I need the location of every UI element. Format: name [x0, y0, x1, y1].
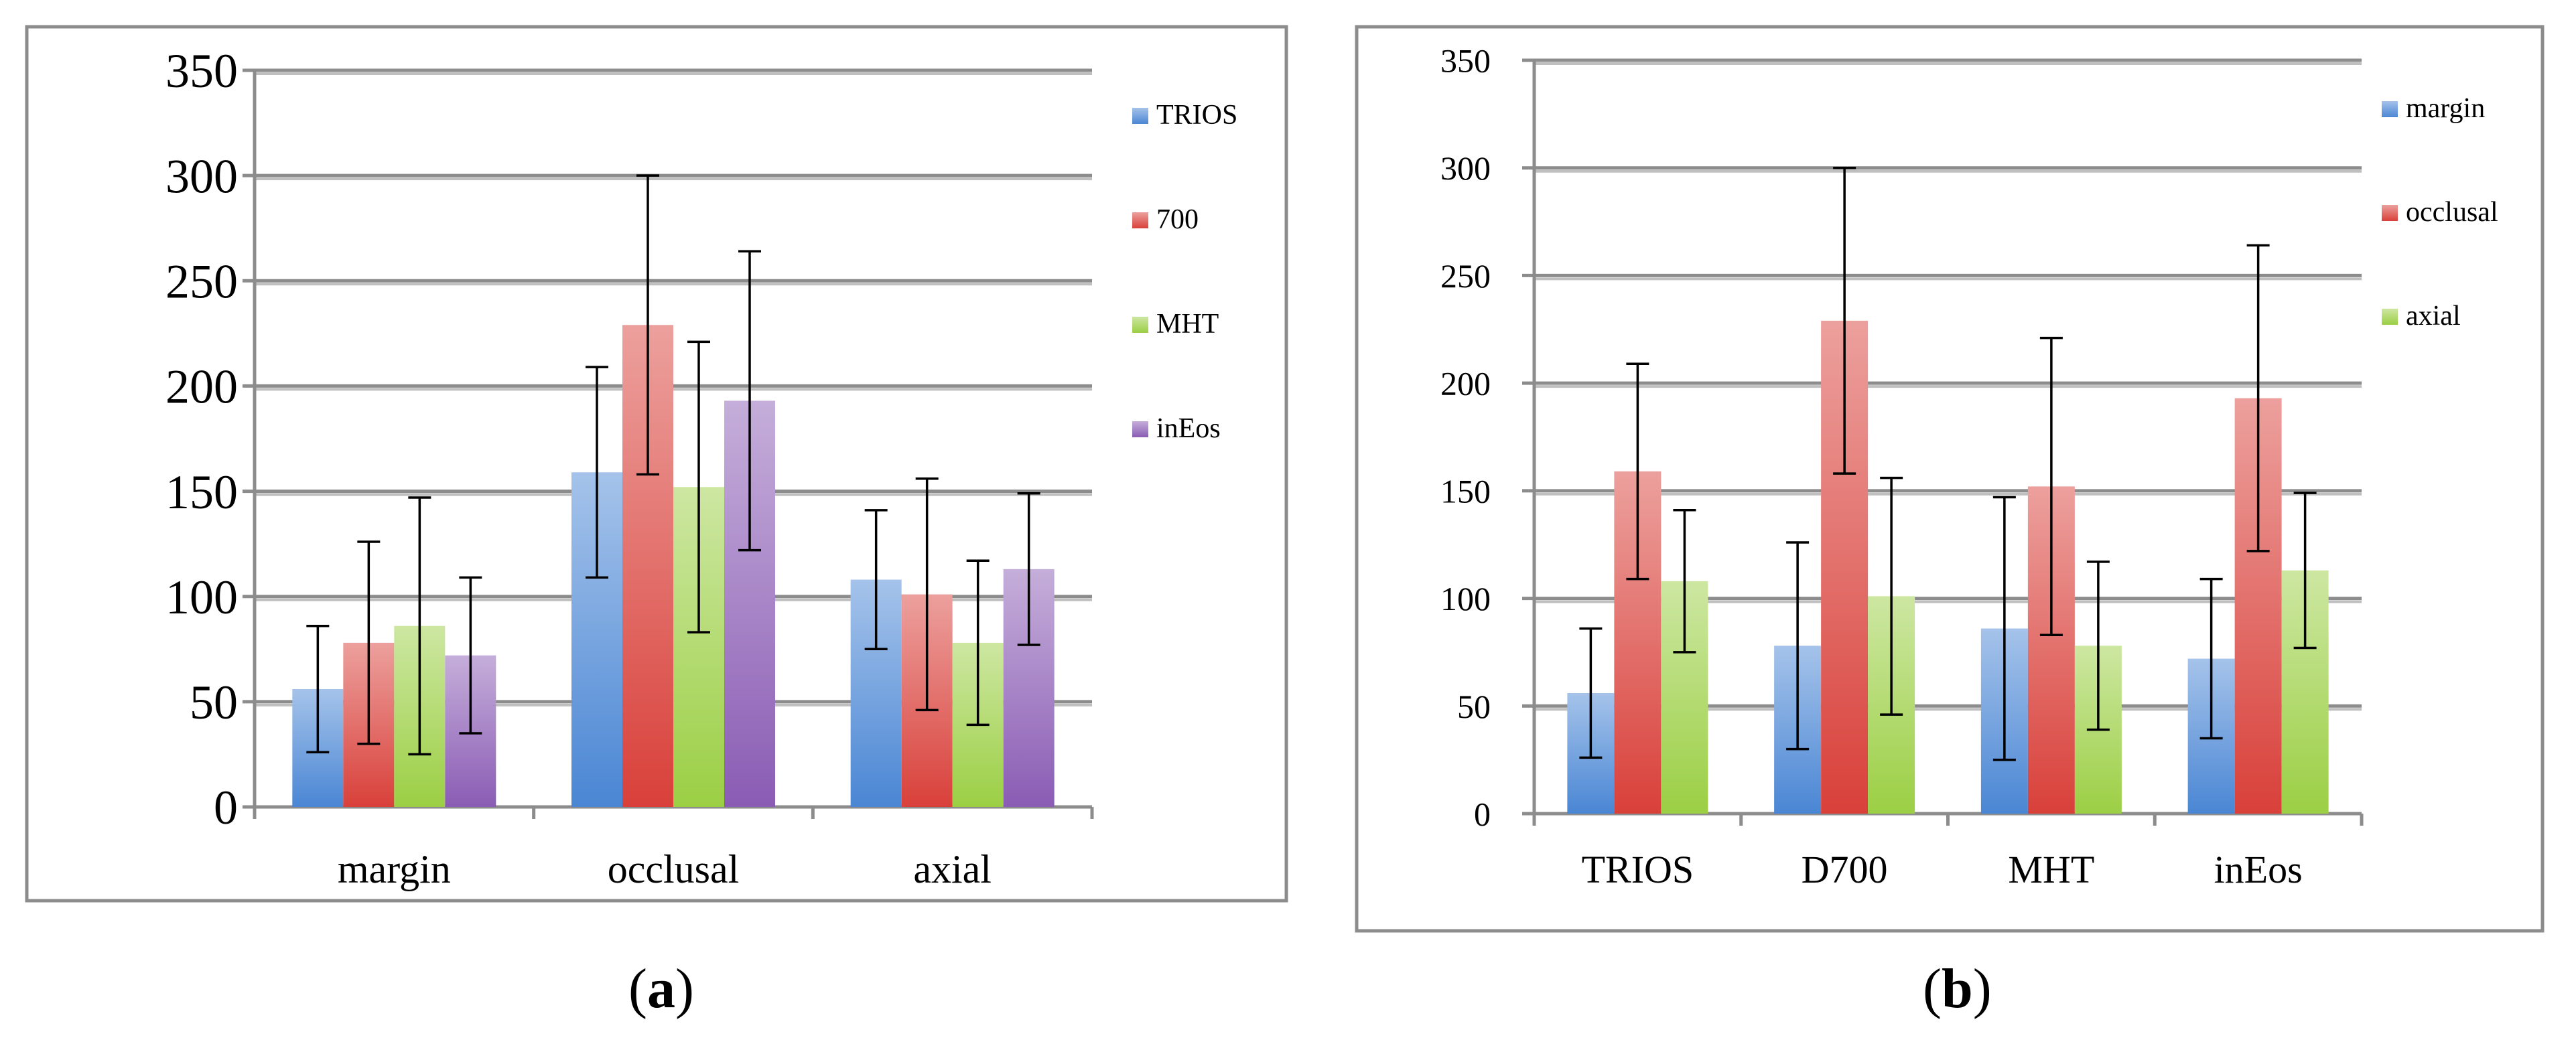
chart-a-category-label: margin	[338, 847, 451, 891]
chart-a-legend-swatch	[1132, 421, 1148, 437]
chart-b-legend-label: axial	[2406, 301, 2461, 331]
chart-a-y-tick-label: 50	[190, 676, 238, 729]
chart-a-legend-swatch	[1132, 212, 1148, 228]
chart-b-legend-swatch	[2382, 101, 2398, 117]
chart-b-y-tick-label: 0	[1474, 796, 1491, 833]
chart-b-legend-label: occlusal	[2406, 197, 2498, 228]
chart-a-legend-swatch	[1132, 108, 1148, 124]
chart-a-y-tick-label: 200	[165, 360, 238, 414]
chart-b-category-label: MHT	[2008, 848, 2094, 891]
chart-b-legend-label: margin	[2406, 93, 2485, 124]
chart-b-legend-swatch	[2382, 309, 2398, 325]
chart-b-y-tick-label: 300	[1440, 149, 1491, 187]
panel-label-a-text: a	[647, 958, 675, 1020]
chart-a-legend-label: TRIOS	[1156, 100, 1237, 131]
chart-b-y-tick-label: 50	[1457, 688, 1491, 725]
chart-b-y-tick-label: 150	[1440, 472, 1491, 510]
chart-b-category-label: inEos	[2214, 848, 2303, 891]
chart-a-y-tick-label: 0	[214, 781, 238, 834]
chart-b-legend-swatch	[2382, 205, 2398, 221]
chart-a-legend-label: inEos	[1156, 413, 1221, 444]
panel-label-a: (a)	[628, 958, 694, 1020]
panel-label-b-text: b	[1941, 958, 1973, 1020]
chart-a-y-tick-label: 300	[165, 149, 238, 203]
chart-a-legend-swatch	[1132, 317, 1148, 333]
chart-b: 0 50 100 150 200 250 300 350 TRIOS D700 MHT inEos ma…	[1355, 25, 2545, 933]
chart-b-category-label: TRIOS	[1582, 848, 1694, 891]
chart-a-y-tick-label: 350	[165, 44, 238, 98]
chart-b-y-tick-label: 200	[1440, 365, 1491, 402]
chart-a-frame	[25, 25, 1288, 903]
panel-label-b: (b)	[1923, 958, 1992, 1020]
chart-a-legend-label: MHT	[1156, 309, 1219, 340]
chart-a-category-label: occlusal	[608, 847, 740, 891]
chart-a-y-tick-label: 100	[165, 571, 238, 624]
chart-a: 0 50 100 150 200 250 300 350 margin occlusal axial…	[25, 25, 1288, 903]
chart-a-legend-label: 700	[1156, 204, 1199, 235]
chart-b-category-label: D700	[1802, 848, 1888, 891]
chart-a-y-tick-label: 250	[165, 254, 238, 308]
chart-b-y-tick-label: 250	[1440, 257, 1491, 295]
chart-a-category-label: axial	[913, 847, 992, 891]
chart-a-y-tick-label: 150	[165, 465, 238, 519]
chart-b-frame	[1355, 25, 2545, 933]
chart-b-y-tick-label: 100	[1440, 580, 1491, 617]
chart-b-y-tick-label: 350	[1440, 42, 1491, 80]
